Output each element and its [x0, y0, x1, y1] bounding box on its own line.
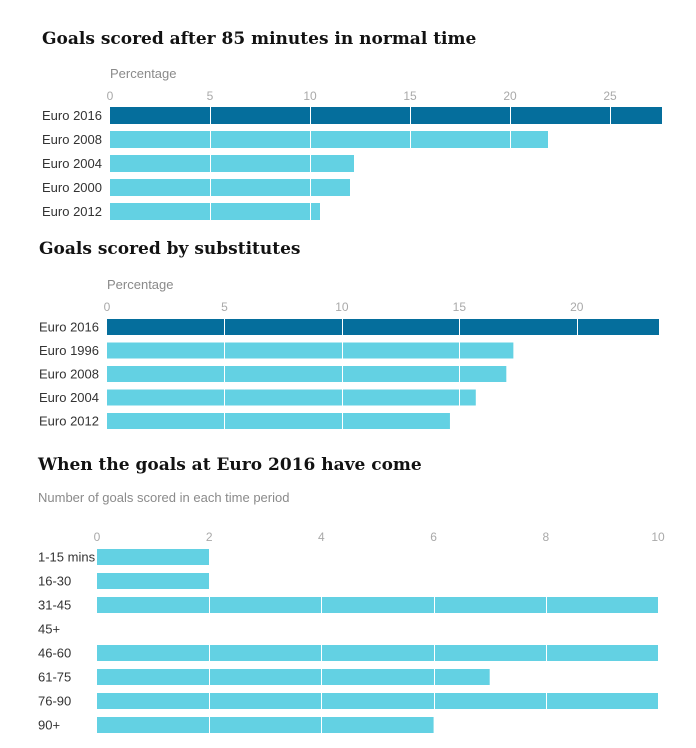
category-label: 76-90 — [38, 694, 71, 709]
chart-subtitle: Number of goals scored in each time peri… — [38, 490, 289, 505]
x-tick-label: 20 — [503, 89, 517, 103]
bar — [97, 549, 210, 565]
x-tick-label: 0 — [104, 300, 111, 314]
category-label: Euro 2004 — [42, 156, 102, 171]
bar — [97, 669, 490, 685]
category-label: Euro 2004 — [39, 390, 99, 405]
category-label: 61-75 — [38, 670, 71, 685]
x-tick-label: 4 — [318, 530, 325, 544]
chart-2: Goals scored by substitutes Percentage 0 5 1… — [39, 239, 659, 429]
chart-subtitle: Percentage — [107, 277, 174, 292]
chart-title: When the goals at Euro 2016 have come — [37, 455, 422, 475]
bar — [97, 597, 658, 613]
category-label: 46-60 — [38, 646, 71, 661]
x-tick-label: 2 — [206, 530, 213, 544]
category-label: 31-45 — [38, 598, 71, 613]
bar — [97, 645, 658, 661]
chart-1: Goals scored after 85 minutes in normal … — [42, 29, 662, 220]
category-label: Euro 2012 — [39, 414, 99, 429]
bar — [97, 693, 658, 709]
x-tick-label: 25 — [603, 89, 617, 103]
bar — [110, 107, 662, 124]
category-label: 45+ — [38, 622, 60, 637]
chart-title: Goals scored after 85 minutes in normal … — [42, 29, 476, 49]
category-label: 90+ — [38, 718, 60, 733]
category-label: Euro 2008 — [42, 132, 102, 147]
category-label: Euro 2000 — [42, 180, 102, 195]
category-label: Euro 1996 — [39, 343, 99, 358]
x-tick-label: 5 — [207, 89, 214, 103]
bar — [110, 155, 354, 172]
category-label: Euro 2012 — [42, 204, 102, 219]
bar — [107, 366, 507, 382]
x-tick-label: 5 — [221, 300, 228, 314]
x-tick-label: 0 — [107, 89, 114, 103]
chart-3: When the goals at Euro 2016 have come Num… — [37, 455, 665, 733]
x-tick-label: 20 — [570, 300, 584, 314]
category-label: 16-30 — [38, 574, 71, 589]
bar — [110, 203, 320, 220]
category-label: Euro 2016 — [42, 108, 102, 123]
bar — [107, 342, 514, 359]
x-tick-label: 15 — [403, 89, 417, 103]
bar — [110, 131, 548, 148]
category-label: Euro 2008 — [39, 367, 99, 382]
x-tick-label: 10 — [335, 300, 349, 314]
x-tick-label: 6 — [430, 530, 437, 544]
bar — [107, 389, 476, 406]
x-tick-label: 15 — [453, 300, 467, 314]
x-tick-label: 10 — [651, 530, 665, 544]
bar — [97, 573, 210, 589]
x-tick-label: 0 — [94, 530, 101, 544]
bar — [110, 179, 350, 196]
category-label: 1-15 mins — [38, 550, 96, 565]
category-label: Euro 2016 — [39, 320, 99, 335]
bar — [107, 319, 659, 335]
bar — [107, 413, 450, 429]
bar — [97, 717, 434, 733]
chart-title: Goals scored by substitutes — [39, 239, 301, 259]
chart-subtitle: Percentage — [110, 66, 177, 81]
x-tick-label: 8 — [542, 530, 549, 544]
x-tick-label: 10 — [303, 89, 317, 103]
